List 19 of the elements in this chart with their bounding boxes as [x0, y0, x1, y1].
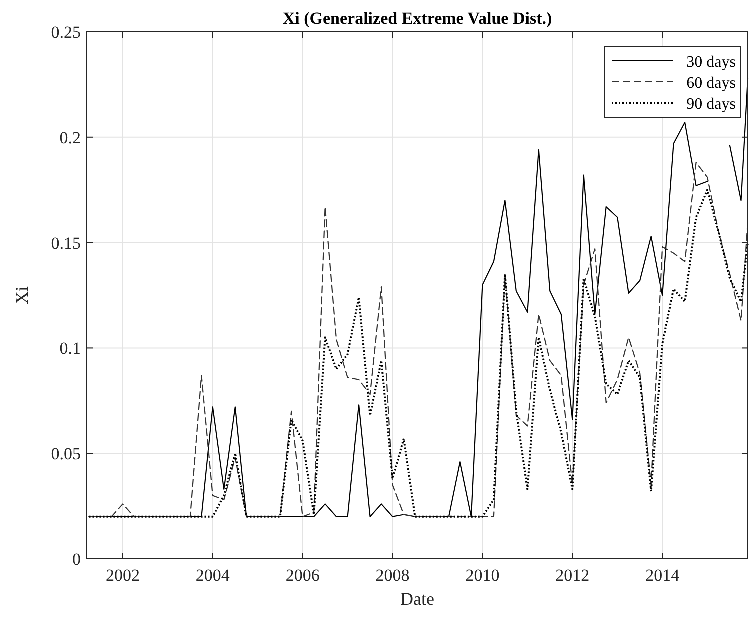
x-tick-label: 2014	[646, 566, 680, 585]
y-tick-label: 0.15	[51, 234, 81, 253]
y-tick-label: 0.2	[60, 128, 81, 148]
y-tick-label: 0.05	[51, 444, 81, 464]
y-tick-label: 0	[72, 550, 81, 569]
chart-title: Xi (Generalized Extreme Value Dist.)	[282, 9, 552, 28]
x-tick-label: 2002	[106, 566, 140, 585]
legend-label: 60 days	[686, 75, 736, 92]
legend-label: 90 days	[686, 96, 736, 113]
x-tick-label: 2008	[376, 566, 410, 585]
y-tick-label: 0.1	[60, 339, 81, 358]
legend-label: 30 days	[686, 54, 736, 71]
x-tick-label: 2006	[286, 566, 320, 585]
y-tick-label: 0.25	[51, 23, 81, 42]
x-axis-title: Date	[400, 589, 434, 609]
y-axis-title: Xi	[12, 286, 32, 304]
x-tick-label: 2004	[196, 566, 230, 585]
x-tick-label: 2010	[466, 566, 500, 585]
x-tick-label: 2012	[556, 566, 590, 585]
